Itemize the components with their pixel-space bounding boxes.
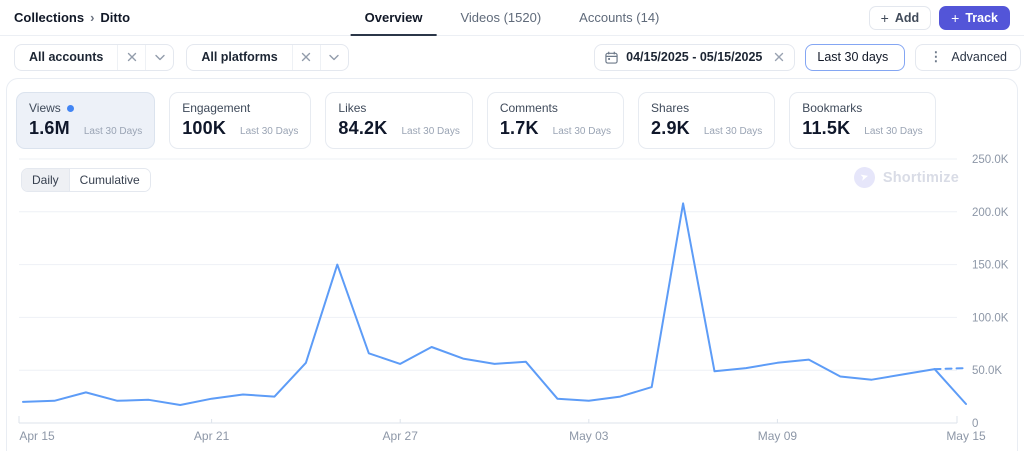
svg-text:50.0K: 50.0K bbox=[972, 365, 1002, 377]
svg-text:Apr 21: Apr 21 bbox=[194, 429, 230, 443]
chart-mode-toggle: Daily Cumulative bbox=[21, 168, 151, 192]
metric-card-comments[interactable]: Comments 1.7K Last 30 Days bbox=[486, 92, 625, 149]
track-button[interactable]: + Track bbox=[939, 5, 1010, 30]
divider bbox=[145, 44, 147, 70]
calendar-icon bbox=[605, 51, 618, 64]
breadcrumb-separator-icon: › bbox=[90, 10, 95, 25]
header-actions: + Add + Track bbox=[868, 5, 1010, 30]
date-range-value: 04/15/2025 - 05/15/2025 bbox=[626, 50, 763, 64]
accounts-filter-label[interactable]: All accounts bbox=[29, 50, 104, 64]
date-range-picker[interactable]: 04/15/2025 - 05/15/2025 bbox=[594, 43, 796, 71]
svg-text:0: 0 bbox=[972, 418, 978, 430]
metric-period: Last 30 Days bbox=[83, 126, 143, 137]
metric-card-shares[interactable]: Shares 2.9K Last 30 Days bbox=[638, 92, 776, 149]
date-controls: 04/15/2025 - 05/15/2025 ⋮ Advanced bbox=[594, 43, 1021, 71]
metric-value: 1.6M bbox=[29, 118, 70, 138]
filter-bar: All accounts All platforms 04/15/2025 - … bbox=[0, 36, 1024, 78]
breadcrumb-current: Ditto bbox=[100, 10, 131, 25]
date-range-clear-icon[interactable] bbox=[774, 52, 784, 62]
metric-card-bookmarks[interactable]: Bookmarks 11.5K Last 30 Days bbox=[789, 92, 936, 149]
metric-label: Engagement bbox=[182, 101, 251, 115]
metric-label: Bookmarks bbox=[802, 101, 863, 115]
platforms-filter-clear-icon[interactable] bbox=[293, 45, 320, 70]
svg-text:100.0K: 100.0K bbox=[972, 312, 1009, 324]
track-button-label: Track bbox=[965, 10, 998, 25]
divider bbox=[291, 44, 293, 70]
accounts-filter-clear-icon[interactable] bbox=[118, 45, 145, 70]
more-vertical-icon: ⋮ bbox=[929, 49, 943, 64]
platforms-filter: All platforms bbox=[186, 43, 349, 71]
tab-overview[interactable]: Overview bbox=[350, 0, 437, 36]
overview-panel: Views 1.6M Last 30 Days Engagement 100K … bbox=[6, 78, 1018, 451]
tab-accounts[interactable]: Accounts (14) bbox=[579, 9, 660, 25]
svg-text:May 09: May 09 bbox=[758, 429, 798, 443]
watermark-label: Shortimize bbox=[882, 169, 959, 186]
views-chart-section: Daily Cumulative ➤ Shortimize 0 50.0K 100.… bbox=[7, 151, 1017, 451]
metric-period: Last 30 Days bbox=[401, 126, 460, 137]
divider bbox=[117, 44, 119, 70]
metric-period: Last 30 Days bbox=[703, 126, 763, 137]
metric-period: Last 30 Days bbox=[552, 126, 612, 137]
mode-cumulative[interactable]: Cumulative bbox=[68, 169, 150, 191]
advanced-button-label: Advanced bbox=[951, 50, 1007, 64]
shortimize-watermark: ➤ Shortimize bbox=[851, 164, 959, 191]
metric-card-engagement[interactable]: Engagement 100K Last 30 Days bbox=[169, 92, 312, 149]
breadcrumb-collections[interactable]: Collections bbox=[14, 10, 85, 25]
tab-videos[interactable]: Videos (1520) bbox=[460, 9, 542, 25]
metric-period: Last 30 Days bbox=[864, 126, 923, 137]
divider bbox=[319, 44, 321, 70]
svg-text:200.0K: 200.0K bbox=[972, 207, 1009, 219]
svg-text:May 03: May 03 bbox=[569, 429, 609, 443]
svg-text:150.0K: 150.0K bbox=[972, 260, 1009, 272]
metric-card-likes[interactable]: Likes 84.2K Last 30 Days bbox=[325, 92, 473, 149]
svg-text:May 15: May 15 bbox=[946, 429, 986, 443]
add-button-label: Add bbox=[894, 10, 920, 25]
metric-label: Comments bbox=[499, 101, 558, 115]
views-line-chart[interactable]: 0 50.0K 100.0K 150.0K 200.0K 250.0K Apr 15 Apr … bbox=[7, 151, 1017, 451]
add-button[interactable]: + Add bbox=[868, 5, 932, 30]
header: Collections › Ditto Overview Videos (152… bbox=[0, 0, 1024, 36]
metric-value: 100K bbox=[182, 118, 227, 138]
shortimize-logo-icon: ➤ bbox=[851, 164, 878, 191]
metric-value: 84.2K bbox=[338, 118, 388, 138]
accounts-filter: All accounts bbox=[14, 43, 175, 71]
metric-cards: Views 1.6M Last 30 Days Engagement 100K … bbox=[7, 79, 1017, 149]
metric-card-views[interactable]: Views 1.6M Last 30 Days bbox=[16, 92, 156, 149]
metric-value: 2.9K bbox=[651, 118, 690, 138]
metric-label: Shares bbox=[651, 101, 690, 115]
metric-value: 11.5K bbox=[802, 118, 851, 138]
metric-value: 1.7K bbox=[499, 118, 539, 138]
svg-text:250.0K: 250.0K bbox=[972, 154, 1009, 166]
selected-metric-dot-icon bbox=[66, 104, 74, 112]
breadcrumb: Collections › Ditto bbox=[14, 10, 130, 25]
mode-daily[interactable]: Daily bbox=[22, 169, 69, 191]
svg-text:Apr 27: Apr 27 bbox=[383, 429, 419, 443]
tab-bar: Overview Videos (1520) Accounts (14) bbox=[350, 0, 674, 36]
svg-text:Apr 15: Apr 15 bbox=[19, 429, 55, 443]
platforms-filter-chevron-down-icon[interactable] bbox=[321, 45, 348, 70]
metric-label: Views bbox=[29, 101, 142, 115]
platforms-filter-label[interactable]: All platforms bbox=[201, 50, 278, 64]
advanced-button[interactable]: ⋮ Advanced bbox=[915, 43, 1021, 71]
date-preset-input[interactable] bbox=[805, 43, 906, 71]
metric-label: Likes bbox=[338, 101, 367, 115]
plus-icon: + bbox=[951, 9, 960, 26]
metric-period: Last 30 Days bbox=[240, 126, 299, 137]
plus-icon: + bbox=[880, 9, 889, 26]
accounts-filter-chevron-down-icon[interactable] bbox=[146, 45, 173, 70]
